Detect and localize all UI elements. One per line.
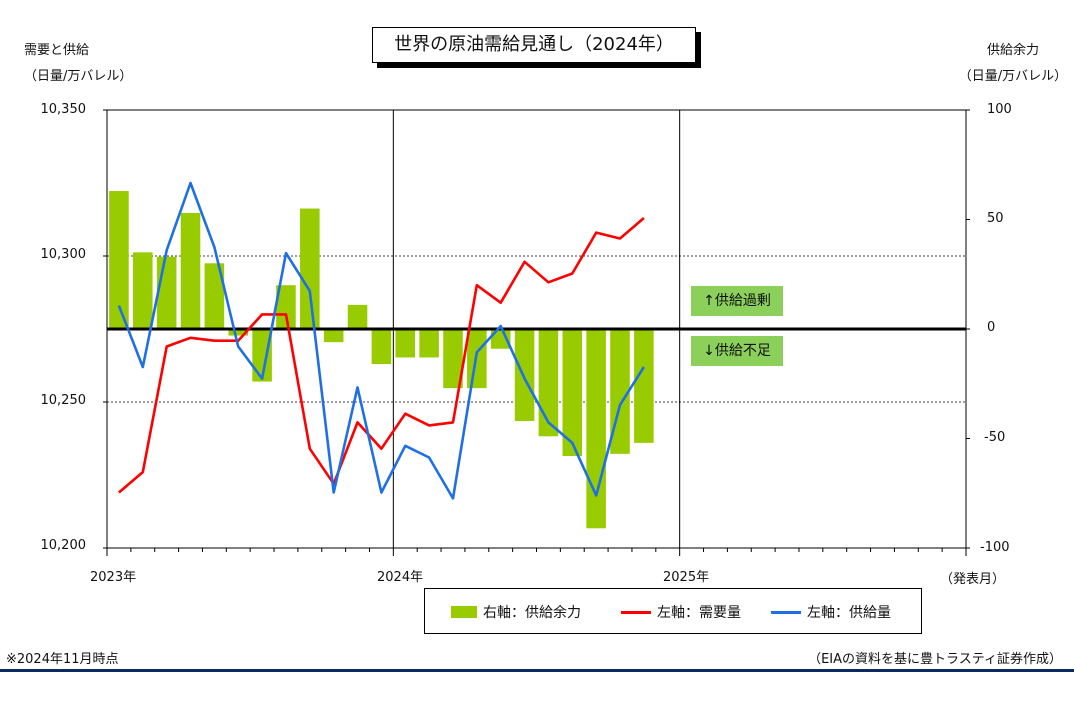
chart-title: 世界の原油需給見通し（2024年） <box>372 27 696 63</box>
legend-label: 右軸：供給余力 <box>483 605 581 621</box>
right-axis-title-line1: 供給余力 <box>986 43 1039 58</box>
footer-note: ※2024年11月時点 <box>6 652 119 667</box>
supply-margin-bar <box>562 329 583 457</box>
supply-margin-bar <box>323 329 344 343</box>
legend-swatch-red-line <box>621 610 651 614</box>
supply-margin-bar <box>228 329 249 336</box>
left-tick-label: 10,250 <box>40 393 87 408</box>
left-tick-label: 10,200 <box>40 538 87 553</box>
bar-series-supply-margin <box>109 191 654 529</box>
right-tick-label: 0 <box>987 320 996 335</box>
supply-margin-bar <box>371 329 392 365</box>
legend-item-supply-margin: 右軸：供給余力 <box>451 602 581 622</box>
legend-swatch-blue-line <box>771 610 801 614</box>
legend-label: 左軸：需要量 <box>657 605 741 621</box>
legend-swatch-green-bar <box>451 606 477 618</box>
left-axis-title-line2: （日量/万バレル） <box>24 69 133 84</box>
annotation-undersupply: ↓供給不足 <box>691 336 783 366</box>
supply-margin-bar <box>156 256 177 329</box>
supply-margin-bar <box>300 208 320 329</box>
legend-item-demand: 左軸：需要量 <box>621 602 741 622</box>
right-axis-title-line2: （日量/万バレル） <box>958 69 1068 84</box>
x-axis-unit-label: （発表月） <box>940 572 1006 587</box>
legend-item-supply: 左軸：供給量 <box>771 602 891 622</box>
right-axis-title: 供給余力 （日量/万バレル） <box>958 38 1068 90</box>
supply-margin-bar <box>252 329 272 382</box>
left-tick-label: 10,350 <box>40 102 87 117</box>
supply-margin-bar <box>276 285 296 329</box>
supply-line <box>117 181 645 500</box>
right-tick-label: -100 <box>980 540 1010 555</box>
left-axis-title: 需要と供給 （日量/万バレル） <box>24 38 132 90</box>
supply-margin-bar <box>443 329 463 389</box>
demand-line <box>118 217 645 494</box>
supply-margin-bar <box>514 329 535 421</box>
supply-margin-bar <box>204 263 225 329</box>
right-tick-label: 100 <box>987 102 1012 117</box>
legend-label: 左軸：供給量 <box>807 605 891 621</box>
supply-margin-bar <box>538 329 559 437</box>
supply-margin-bar <box>347 304 368 329</box>
footer-source: （EIAの資料を基に豊トラスティ証券作成） <box>808 652 1062 667</box>
x-tick-label-2024: 2024年 <box>377 570 424 585</box>
left-axis-title-line1: 需要と供給 <box>24 43 90 58</box>
x-tick-label-2025: 2025年 <box>663 570 710 585</box>
supply-margin-bar <box>419 329 439 358</box>
supply-margin-bar <box>133 252 153 329</box>
x-tick-label-2023: 2023年 <box>90 570 137 585</box>
right-tick-label: 50 <box>987 211 1004 226</box>
line-series <box>117 181 645 500</box>
supply-margin-bar <box>109 191 129 329</box>
supply-margin-bar <box>180 212 201 329</box>
supply-margin-bar <box>395 329 416 358</box>
legend: 右軸：供給余力 左軸：需要量 左軸：供給量 <box>424 588 922 634</box>
supply-margin-bar <box>634 329 654 443</box>
annotation-oversupply: ↑供給過剰 <box>691 286 783 316</box>
right-tick-label: -50 <box>984 430 1006 445</box>
footer-rule <box>0 669 1074 672</box>
supply-margin-bar <box>586 329 606 529</box>
left-tick-label: 10,300 <box>40 247 87 262</box>
